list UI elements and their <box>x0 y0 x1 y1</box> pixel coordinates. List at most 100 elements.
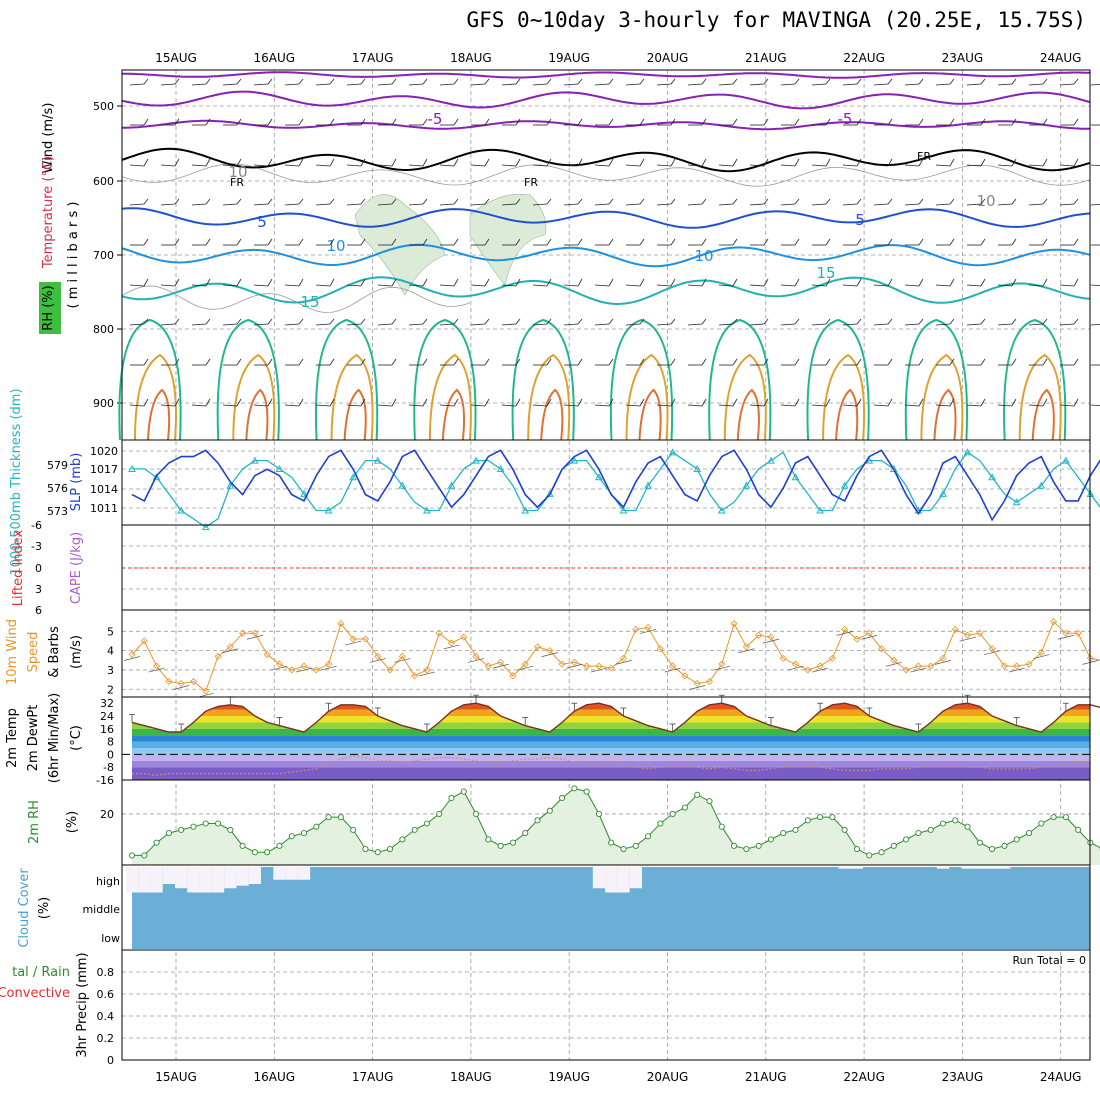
lifted-index-tick-label: 3 <box>35 583 42 596</box>
rh-contour <box>121 163 1091 187</box>
wind-barb <box>329 358 335 366</box>
high-cloud-gap <box>961 867 974 869</box>
thickness-point <box>619 506 628 514</box>
thickness-point <box>963 448 972 456</box>
wind-barb <box>377 83 393 86</box>
wind-barb <box>346 164 362 167</box>
wind-barb <box>856 398 862 407</box>
wind-barb <box>422 78 428 85</box>
wind-barb <box>298 358 304 366</box>
rh-point <box>251 849 258 856</box>
wind-barb <box>1011 78 1017 85</box>
wind-barb <box>1008 667 1025 673</box>
temp-axis-label-1: 2m Temp <box>5 708 20 768</box>
wind-barb <box>236 238 242 246</box>
wind-barb <box>966 164 982 167</box>
wind-barb <box>656 284 672 287</box>
upper-air-panel: 500 600 700 800 900 -5 -5 FR FR FR 5 5 10 10 15 15 10 10 <box>93 71 1100 441</box>
wind-barb <box>1042 398 1048 407</box>
wind-barb <box>842 404 858 407</box>
wind-speed-point <box>521 660 529 668</box>
wind-speed-point <box>398 652 406 660</box>
wind-speed-point <box>939 654 947 662</box>
wind-speed-point <box>472 652 480 660</box>
pressure-axis-label: ( m i l l i b a r s ) <box>66 202 81 309</box>
wind-barb <box>639 629 657 634</box>
wind-speed-point <box>804 666 812 674</box>
temperature-contour <box>511 318 575 441</box>
wind-barb <box>887 238 893 246</box>
wind-barb <box>546 318 552 325</box>
temperature-contour <box>904 318 968 441</box>
wind-barb <box>143 278 149 287</box>
wind-speed-point <box>742 643 750 651</box>
temperature-contour <box>343 388 367 441</box>
wind-barb <box>670 398 676 407</box>
wind-barb <box>143 318 149 325</box>
temp-axis-label-2: 2m DewPt <box>26 705 41 772</box>
wind-barb <box>470 284 486 287</box>
wind-barb <box>949 398 955 407</box>
rh-point <box>804 817 811 824</box>
date-label-top: 18AUG <box>450 51 492 65</box>
wind-barb <box>997 323 1013 326</box>
wind-barb <box>763 318 769 325</box>
wind-speed-point <box>718 660 726 668</box>
wind-barb <box>345 640 362 646</box>
rh-point <box>706 798 713 805</box>
wind-barb <box>360 78 366 85</box>
wind-barb <box>501 164 517 167</box>
wind-barb <box>918 198 924 205</box>
wind-barb <box>422 158 428 167</box>
temperature-contour <box>330 353 374 441</box>
thickness-point <box>1012 498 1021 506</box>
wind-barb <box>501 323 517 326</box>
high-cloud-gap <box>285 867 298 880</box>
wind-barb <box>501 404 517 407</box>
contour-label: -5 <box>428 110 443 128</box>
rh-point <box>1050 814 1057 821</box>
wind-barb <box>873 404 889 407</box>
rh-point <box>608 839 615 846</box>
wind-barb <box>205 198 211 205</box>
thickness-point <box>177 506 185 514</box>
wind-speed-point <box>349 635 357 643</box>
wind-barb <box>594 83 610 86</box>
contour-label: FR <box>524 176 538 189</box>
wind-barb <box>873 284 889 287</box>
wind-barb <box>873 323 889 326</box>
wind-barb <box>577 158 583 167</box>
wind-barb <box>887 118 893 126</box>
wind-barb <box>794 158 800 167</box>
wind-barb <box>563 83 579 86</box>
wind-barb <box>346 203 362 206</box>
wind-speed-point <box>791 660 800 668</box>
wind-barb <box>408 404 424 407</box>
wind-barb <box>418 671 435 677</box>
cloud-cover-panel: high middle low <box>82 867 1090 949</box>
lifted-index-tick-label: 0 <box>35 562 42 575</box>
thickness-point <box>251 456 259 464</box>
wind-barb <box>1090 83 1100 86</box>
wind-barb <box>608 398 614 407</box>
contour-label: 5 <box>257 213 267 231</box>
wind-barb <box>546 278 552 287</box>
wind-barb <box>191 164 207 167</box>
wind-barb <box>794 78 800 85</box>
precip-tick-label: 0 <box>107 1054 114 1067</box>
wind-barb <box>484 318 490 325</box>
wind-speed-point <box>927 662 935 670</box>
temperature-contour <box>1018 353 1062 441</box>
temp-tick-label: 16 <box>100 723 114 736</box>
wind-barb <box>1073 158 1079 167</box>
wind-barb <box>453 78 459 85</box>
wind-barb <box>267 198 273 205</box>
rh-point <box>694 791 701 798</box>
wind-barb <box>123 656 141 661</box>
wind-barb <box>315 203 331 206</box>
wind-speed-point <box>558 660 566 668</box>
wind-barb <box>360 118 366 126</box>
wind-barb <box>825 118 831 126</box>
wind-barb <box>315 284 331 287</box>
wind-speed-point <box>877 645 886 653</box>
